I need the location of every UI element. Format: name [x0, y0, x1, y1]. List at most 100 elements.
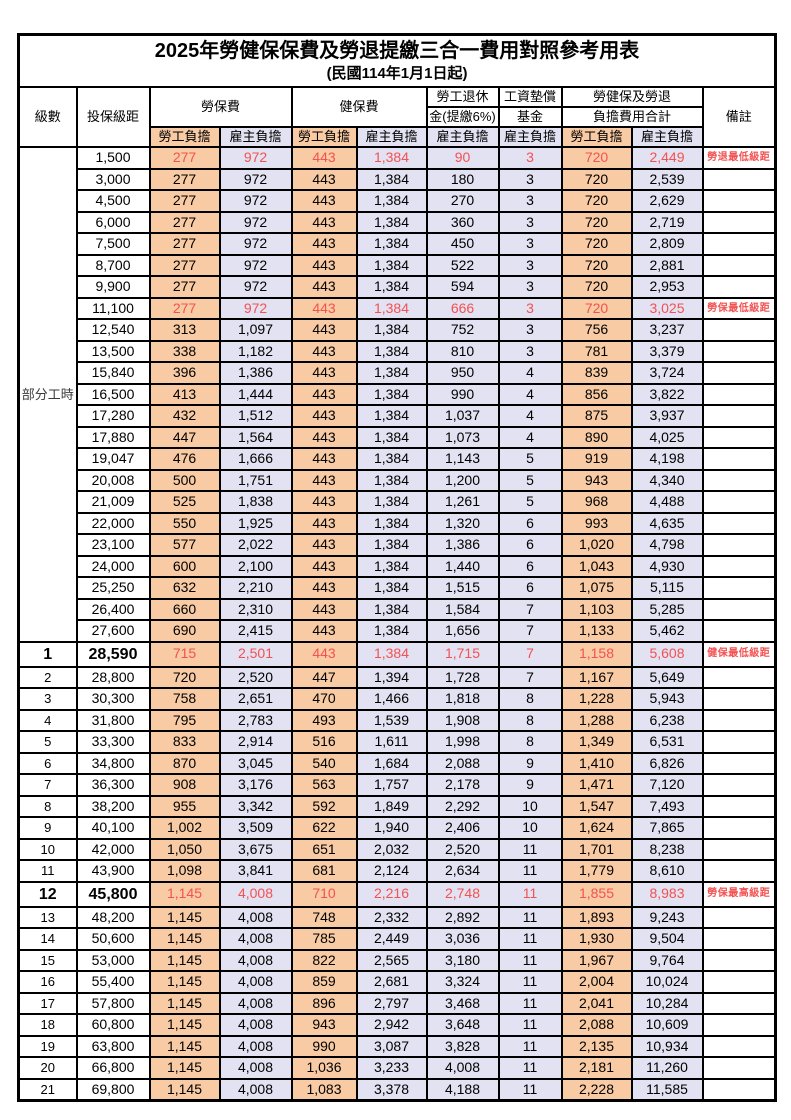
total-employer-cell: 4,198: [630, 447, 704, 471]
table-row: 7,500 277 972 443 1,384 450 3 720 2,809: [19, 232, 777, 256]
labor-employer-cell: 972: [218, 296, 293, 320]
health-employee-cell: 896: [290, 991, 358, 1015]
total-employer-cell: 2,881: [630, 253, 704, 277]
fund-employer-cell: 5: [497, 447, 563, 471]
health-employer-cell: 2,032: [355, 837, 428, 861]
labor-employee-cell: 1,098: [148, 859, 221, 883]
total-employee-cell: 1,158: [560, 640, 633, 668]
labor-employee-cell: 277: [148, 210, 221, 234]
labor-employer-cell: 972: [218, 189, 293, 213]
health-employee-cell: 443: [290, 425, 358, 449]
table-row: 10 42,000 1,050 3,675 651 2,032 2,520 11 1,701 8,…: [17, 837, 777, 861]
pension-employer-cell: 3,324: [425, 970, 500, 994]
part-time-cell: 部分工時: [17, 146, 78, 643]
labor-employer-cell: 2,914: [218, 730, 293, 754]
labor-employee-cell: 277: [148, 167, 221, 191]
health-employee-cell: 1,083: [290, 1077, 358, 1102]
labor-employer-cell: 1,182: [218, 339, 293, 363]
health-employee-cell: 785: [290, 927, 358, 951]
pension-employer-cell: 3,036: [425, 927, 500, 951]
labor-employee-cell: 1,002: [148, 816, 221, 840]
labor-employer-cell: 2,022: [218, 533, 293, 557]
subheader-labor-employee: 勞工負擔: [148, 126, 221, 148]
col-header-wage-fund-2: 基金: [497, 106, 563, 128]
total-employee-cell: 2,088: [560, 1013, 633, 1037]
fund-employer-cell: 7: [497, 665, 563, 689]
level-cell: 3: [17, 687, 78, 711]
pension-employer-cell: 1,728: [425, 665, 500, 689]
remark-cell: [701, 533, 777, 557]
health-employee-cell: 443: [290, 640, 358, 668]
total-employee-cell: 1,167: [560, 665, 633, 689]
total-employee-cell: 875: [560, 404, 633, 428]
total-employee-cell: 720: [560, 210, 633, 234]
total-employer-cell: 4,798: [630, 533, 704, 557]
table-row: 17,880 447 1,564 443 1,384 1,073 4 890 4,025: [19, 425, 777, 449]
health-employer-cell: 2,332: [355, 905, 428, 929]
table-row: 5 33,300 833 2,914 516 1,611 1,998 8 1,349 6,531: [17, 730, 777, 754]
health-employee-cell: 443: [290, 447, 358, 471]
table-row: 12 45,800 1,145 4,008 710 2,216 2,748 11 1,855 8,…: [17, 880, 777, 908]
total-employee-cell: 1,930: [560, 927, 633, 951]
bracket-cell: 27,600: [75, 619, 151, 643]
labor-employee-cell: 1,145: [148, 905, 221, 929]
bracket-cell: 17,280: [75, 404, 151, 428]
labor-employee-cell: 955: [148, 794, 221, 818]
labor-employee-cell: 632: [148, 576, 221, 600]
health-employee-cell: 540: [290, 751, 358, 775]
table-row: 13 48,200 1,145 4,008 748 2,332 2,892 11 1,893 9,…: [17, 905, 777, 929]
bracket-cell: 57,800: [75, 991, 151, 1015]
pension-employer-cell: 1,656: [425, 619, 500, 643]
health-employee-cell: 651: [290, 837, 358, 861]
health-employer-cell: 1,466: [355, 687, 428, 711]
health-employer-cell: 1,384: [355, 554, 428, 578]
total-employee-cell: 839: [560, 361, 633, 385]
table-row: 4,500 277 972 443 1,384 270 3 720 2,629: [19, 189, 777, 213]
total-employee-cell: 1,103: [560, 597, 633, 621]
subheader-pension-employer: 雇主負擔: [425, 126, 500, 148]
labor-employer-cell: 1,666: [218, 447, 293, 471]
health-employee-cell: 563: [290, 773, 358, 797]
fund-employer-cell: 11: [497, 991, 563, 1015]
remark-cell: [701, 339, 777, 363]
labor-employer-cell: 1,444: [218, 382, 293, 406]
bracket-cell: 42,000: [75, 837, 151, 861]
labor-employee-cell: 715: [148, 640, 221, 668]
labor-employer-cell: 1,838: [218, 490, 293, 514]
total-employer-cell: 5,649: [630, 665, 704, 689]
remark-cell: [701, 275, 777, 299]
health-employer-cell: 3,233: [355, 1056, 428, 1080]
bracket-cell: 60,800: [75, 1013, 151, 1037]
bracket-cell: 28,800: [75, 665, 151, 689]
title-row: 2025年勞健保保費及勞退提繳三合一費用對照參考用表 (民國114年1月1日起): [17, 33, 777, 88]
health-employee-cell: 447: [290, 665, 358, 689]
labor-employee-cell: 870: [148, 751, 221, 775]
total-employee-cell: 968: [560, 490, 633, 514]
remark-cell: [701, 665, 777, 689]
table-row: 3 30,300 758 2,651 470 1,466 1,818 8 1,228 5,943: [17, 687, 777, 711]
labor-employer-cell: 3,342: [218, 794, 293, 818]
table-row: 13,500 338 1,182 443 1,384 810 3 781 3,379: [19, 339, 777, 363]
labor-employer-cell: 3,675: [218, 837, 293, 861]
total-employer-cell: 11,260: [630, 1056, 704, 1080]
col-header-total-2: 負擔費用合計: [560, 106, 704, 128]
pension-employer-cell: 1,037: [425, 404, 500, 428]
total-employee-cell: 943: [560, 468, 633, 492]
pension-employer-cell: 3,648: [425, 1013, 500, 1037]
health-employee-cell: 443: [290, 619, 358, 643]
level-cell: 7: [17, 773, 78, 797]
table-row: 9 40,100 1,002 3,509 622 1,940 2,406 10 1,624 7,8…: [17, 816, 777, 840]
remark-cell: [701, 773, 777, 797]
remark-cell: [701, 859, 777, 883]
fund-employer-cell: 3: [497, 210, 563, 234]
labor-employer-cell: 2,651: [218, 687, 293, 711]
remark-cell: [701, 382, 777, 406]
subheader-health-employer: 雇主負擔: [355, 126, 428, 148]
table-row: 20,008 500 1,751 443 1,384 1,200 5 943 4,340: [19, 468, 777, 492]
health-employer-cell: 1,384: [355, 232, 428, 256]
health-employee-cell: 443: [290, 382, 358, 406]
health-employer-cell: 1,384: [355, 447, 428, 471]
col-header-pension-2: 金(提繳6%): [425, 106, 500, 128]
labor-employee-cell: 600: [148, 554, 221, 578]
total-employer-cell: 4,930: [630, 554, 704, 578]
